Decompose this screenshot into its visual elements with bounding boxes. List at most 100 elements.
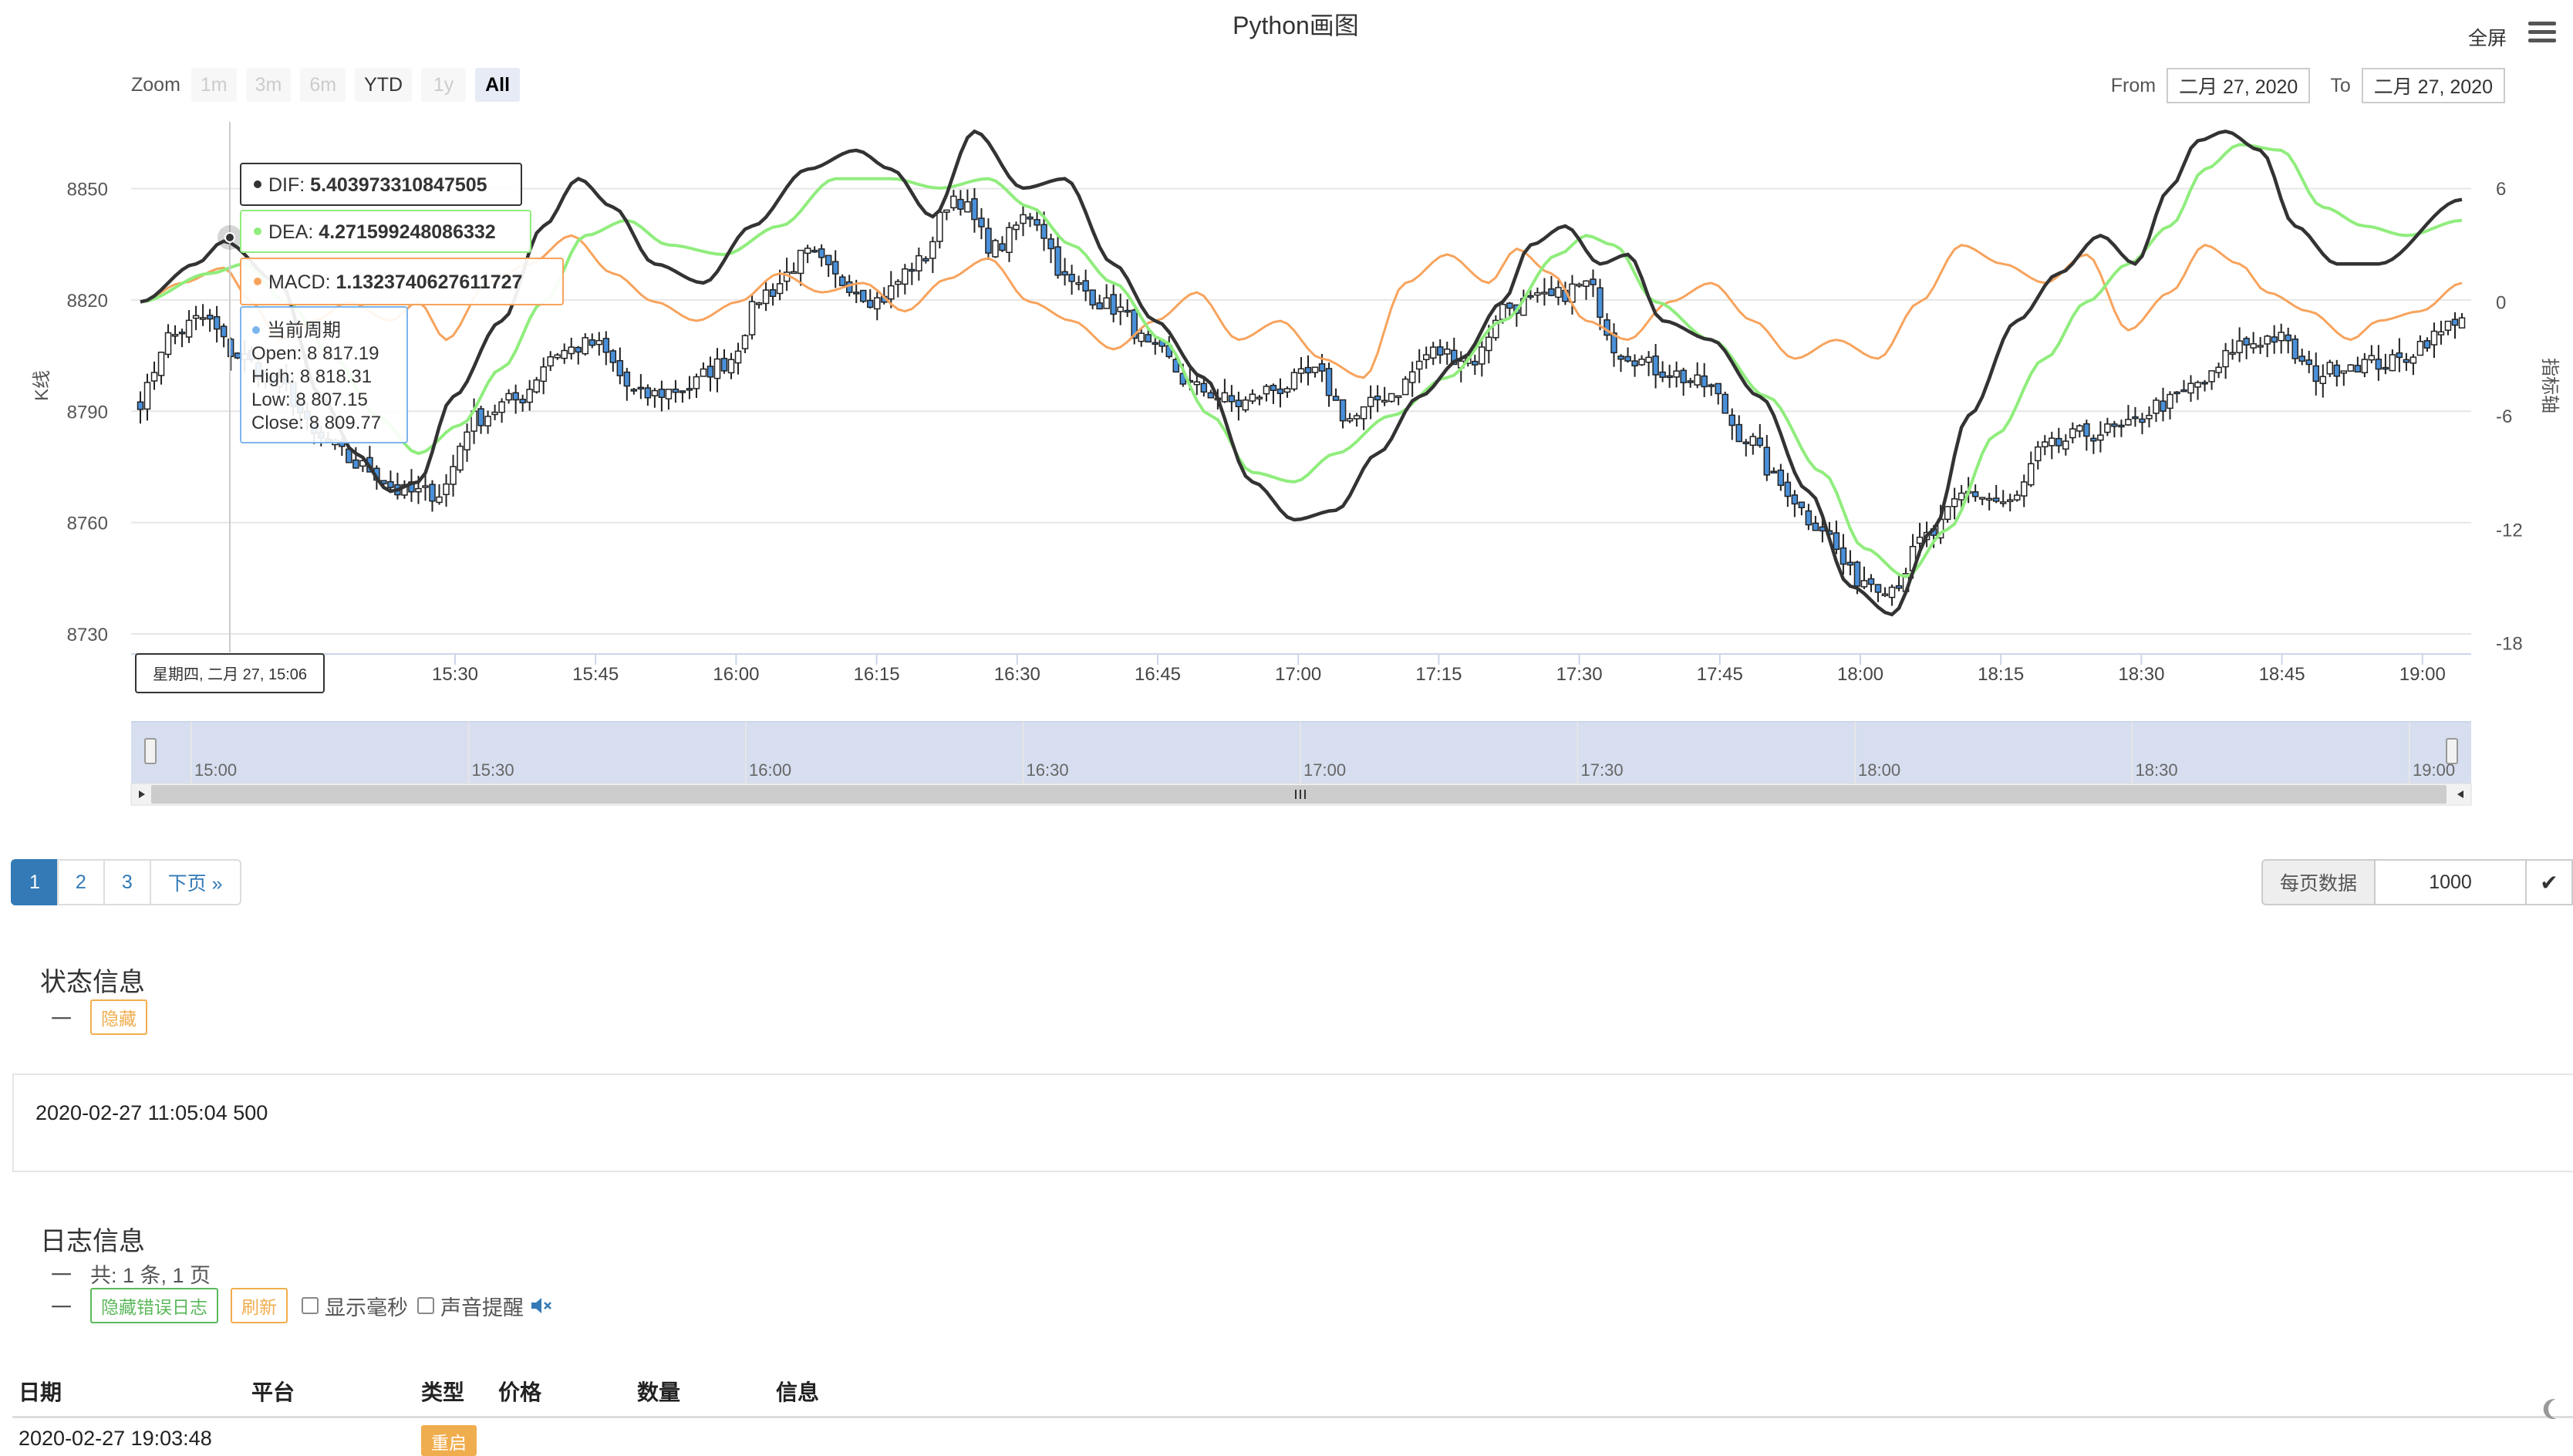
candle-body-322 <box>2375 359 2382 370</box>
candle-body-49 <box>477 408 484 426</box>
candle-body-272 <box>2028 463 2035 486</box>
speaker-mute-icon[interactable] <box>530 1296 553 1315</box>
candle-body-308 <box>2278 332 2285 342</box>
x-tick-11: 18:15 <box>1978 664 2024 685</box>
candle-body-95 <box>797 249 804 275</box>
candle-body-65 <box>588 339 596 346</box>
candle-body-262 <box>1958 492 1965 501</box>
show-ms-checkbox[interactable] <box>302 1297 319 1314</box>
nav-tick-6: 18:00 <box>1858 760 1900 780</box>
next-page-button[interactable]: 下页 » <box>149 859 241 905</box>
candle-body-245 <box>1840 547 1847 565</box>
candle-body-52 <box>498 401 505 413</box>
candle-body-236 <box>1777 469 1785 487</box>
candle-body-115 <box>936 211 943 242</box>
candle-body-285 <box>2118 424 2125 428</box>
zoom-1y-button[interactable]: 1y <box>421 68 467 102</box>
candle-body-172 <box>1332 396 1340 401</box>
zoom-3m-button[interactable]: 3m <box>245 68 292 102</box>
candle-body-179 <box>1381 399 1388 403</box>
candle-body-294 <box>2180 389 2187 393</box>
col-date[interactable]: 日期 <box>19 1380 62 1404</box>
to-label: To <box>2330 74 2351 96</box>
sound-checkbox[interactable] <box>417 1297 434 1314</box>
candle-body-132 <box>1054 246 1061 276</box>
candle-body-139 <box>1103 297 1110 309</box>
hide-error-log-button[interactable]: 隐藏错误日志 <box>90 1288 218 1323</box>
fullscreen-button[interactable]: 全屏 <box>2467 28 2507 49</box>
refresh-button[interactable]: 刷新 <box>231 1288 288 1323</box>
tooltip-dif: DIF: 5.403973310847505 <box>268 174 487 196</box>
candle-body-8 <box>192 315 200 319</box>
candle-body-239 <box>1798 501 1806 508</box>
candle-body-218 <box>1652 356 1659 376</box>
zoom-label: Zoom <box>131 73 180 96</box>
candle-body-312 <box>2305 359 2312 366</box>
page-3-button[interactable]: 3 <box>103 859 151 905</box>
status-hide-button[interactable]: 隐藏 <box>90 999 147 1035</box>
candle-body-324 <box>2389 354 2396 372</box>
candle-body-175 <box>1353 415 1361 420</box>
candle-body-279 <box>2076 425 2083 432</box>
candle-body-314 <box>2319 376 2327 384</box>
hamburger-menu-icon[interactable] <box>2528 22 2556 45</box>
candle-body-164 <box>1276 388 1284 394</box>
col-platform[interactable]: 平台 <box>251 1380 295 1404</box>
y-left-tick-0: 8730 <box>67 625 108 645</box>
candle-body-234 <box>1763 447 1771 476</box>
zoom-6m-button[interactable]: 6m <box>300 68 346 102</box>
candle-body-300 <box>2222 349 2229 368</box>
zoom-1m-button[interactable]: 1m <box>191 68 237 102</box>
col-price[interactable]: 价格 <box>498 1380 542 1404</box>
zoom-ytd-button[interactable]: YTD <box>355 68 413 102</box>
candle-body-210 <box>1597 287 1603 318</box>
candle-body-47 <box>464 431 470 450</box>
candle-body-108 <box>888 285 895 300</box>
page-1-button[interactable]: 1 <box>11 859 59 905</box>
zoom-all-button[interactable]: All <box>475 68 521 102</box>
to-date-input[interactable]: 二月 27, 2020 <box>2361 68 2505 103</box>
candle-body-228 <box>1722 393 1728 414</box>
candle-body-223 <box>1687 380 1694 383</box>
candle-body-119 <box>964 201 971 213</box>
candle-body-56 <box>526 389 533 403</box>
candle-body-68 <box>609 350 617 363</box>
candle-body-141 <box>1117 306 1124 312</box>
table-header-divider <box>12 1416 2573 1418</box>
candle-body-165 <box>1283 388 1291 393</box>
candle-body-212 <box>1610 332 1617 354</box>
kline-chart[interactable]: Python画图 8730 8760 8790 8820 8850 -18 -12 -6 0 6 K线… <box>0 0 2573 825</box>
log-dash-2: 一 <box>51 1296 72 1320</box>
x-tick-14: 19:00 <box>2399 664 2446 685</box>
x-tick-10: 18:00 <box>1837 664 1883 685</box>
confirm-check-icon[interactable]: ✔ <box>2527 859 2573 905</box>
candle-body-219 <box>1659 371 1666 378</box>
candle-body-280 <box>2083 423 2090 437</box>
col-info[interactable]: 信息 <box>776 1380 820 1404</box>
page-2-button[interactable]: 2 <box>56 859 105 905</box>
from-date-input[interactable]: 二月 27, 2020 <box>2167 68 2311 103</box>
candle-body-271 <box>2020 481 2028 497</box>
candle-body-256 <box>1916 536 1924 544</box>
candle-body-58 <box>540 366 547 383</box>
candle-body-331 <box>2437 331 2445 335</box>
chart-canvas[interactable]: Python画图 8730 8760 8790 8820 8850 -18 -12 -6 0 6 K线… <box>0 0 2573 825</box>
candle-body-227 <box>1715 383 1722 395</box>
candle-body-186 <box>1429 346 1437 359</box>
candle-body-277 <box>2062 440 2069 450</box>
candle-body-301 <box>2229 352 2236 355</box>
candle-body-203 <box>1548 288 1555 296</box>
candle-body-310 <box>2291 339 2298 359</box>
col-quantity[interactable]: 数量 <box>637 1380 681 1404</box>
status-panel <box>12 1073 2573 1172</box>
candle-body-162 <box>1263 386 1270 395</box>
candle-body-317 <box>2340 370 2348 374</box>
candle-body-6 <box>178 332 186 335</box>
col-type[interactable]: 类型 <box>421 1380 465 1404</box>
candle-body-127 <box>1020 214 1027 224</box>
per-page-input[interactable]: 1000 <box>2376 859 2527 905</box>
candle-body-123 <box>992 240 999 258</box>
candle-body-286 <box>2125 419 2132 426</box>
y-right-tick-3: 0 <box>2496 292 2506 313</box>
candle-body-238 <box>1791 494 1799 505</box>
